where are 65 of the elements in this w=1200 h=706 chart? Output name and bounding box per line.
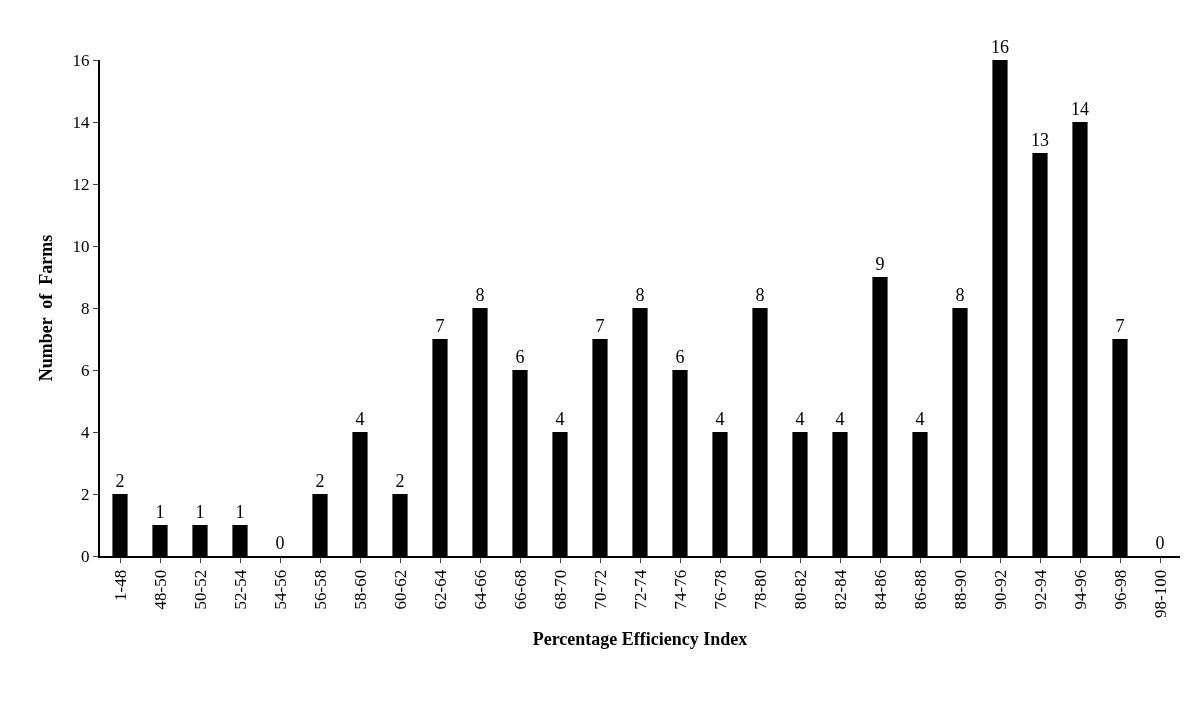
data-label: 1 xyxy=(155,502,165,522)
data-label: 0 xyxy=(1155,533,1165,553)
x-tick-label: 72-74 xyxy=(630,569,650,610)
x-tick-label: 68-70 xyxy=(550,569,570,610)
data-label: 1 xyxy=(195,502,205,522)
y-tick-label: 0 xyxy=(81,546,90,566)
x-tick-label: 62-64 xyxy=(430,569,450,610)
x-tick-label: 80-82 xyxy=(790,569,810,610)
y-tick-label: 12 xyxy=(72,174,90,194)
data-label: 8 xyxy=(475,285,485,305)
data-label: 4 xyxy=(355,409,365,429)
x-tick-label: 48-50 xyxy=(150,569,170,610)
data-label: 2 xyxy=(315,471,325,491)
x-axis-title: Percentage Efficiency Index xyxy=(532,628,748,649)
x-tick-label: 98-100 xyxy=(1150,569,1170,618)
data-label: 8 xyxy=(755,285,765,305)
y-axis-title: Number of Farms xyxy=(36,234,57,382)
data-label: 14 xyxy=(1071,99,1089,119)
x-tick-label: 74-76 xyxy=(670,569,690,610)
x-tick-label: 54-56 xyxy=(270,569,290,610)
y-tick-label: 16 xyxy=(72,50,90,70)
y-tick-label: 14 xyxy=(72,112,91,132)
x-tick-label: 94-96 xyxy=(1070,569,1090,610)
data-label: 8 xyxy=(955,285,965,305)
data-label: 4 xyxy=(835,409,845,429)
x-tick-label: 70-72 xyxy=(590,569,610,610)
x-tick-label: 88-90 xyxy=(950,569,970,610)
data-label: 2 xyxy=(395,471,405,491)
data-label: 6 xyxy=(515,347,525,367)
data-label: 4 xyxy=(555,409,565,429)
x-tick-label: 1-48 xyxy=(110,569,130,601)
x-tick-label: 76-78 xyxy=(710,569,730,610)
data-label: 0 xyxy=(275,533,285,553)
data-label: 2 xyxy=(115,471,125,491)
y-tick-label: 6 xyxy=(81,360,90,380)
x-tick-label: 96-98 xyxy=(1110,569,1130,610)
data-label: 7 xyxy=(595,316,605,336)
y-tick-label: 10 xyxy=(72,236,90,256)
data-label: 16 xyxy=(991,37,1009,57)
x-tick-label: 84-86 xyxy=(870,569,890,610)
y-tick-label: 4 xyxy=(81,422,91,442)
x-tick-label: 64-66 xyxy=(470,569,490,610)
x-tick-label: 92-94 xyxy=(1030,569,1050,610)
data-label: 4 xyxy=(915,409,925,429)
x-tick-label: 66-68 xyxy=(510,569,530,610)
x-tick-label: 52-54 xyxy=(230,569,250,610)
data-label: 13 xyxy=(1031,130,1049,150)
x-tick-label: 86-88 xyxy=(910,569,930,610)
data-label: 4 xyxy=(795,409,805,429)
x-tick-label: 90-92 xyxy=(990,569,1010,610)
data-label: 8 xyxy=(635,285,645,305)
y-tick-label: 2 xyxy=(81,484,90,504)
x-tick-label: 56-58 xyxy=(310,569,330,610)
y-tick-label: 8 xyxy=(81,298,90,318)
data-label: 7 xyxy=(435,316,445,336)
x-tick-label: 60-62 xyxy=(390,569,410,610)
data-label: 4 xyxy=(715,409,725,429)
x-tick-label: 58-60 xyxy=(350,569,370,610)
x-tick-label: 50-52 xyxy=(190,569,210,610)
x-tick-label: 78-80 xyxy=(750,569,770,610)
data-label: 6 xyxy=(675,347,685,367)
x-tick-label: 82-84 xyxy=(830,569,850,610)
data-label: 7 xyxy=(1115,316,1125,336)
data-label: 9 xyxy=(875,254,885,274)
data-label: 1 xyxy=(235,502,245,522)
